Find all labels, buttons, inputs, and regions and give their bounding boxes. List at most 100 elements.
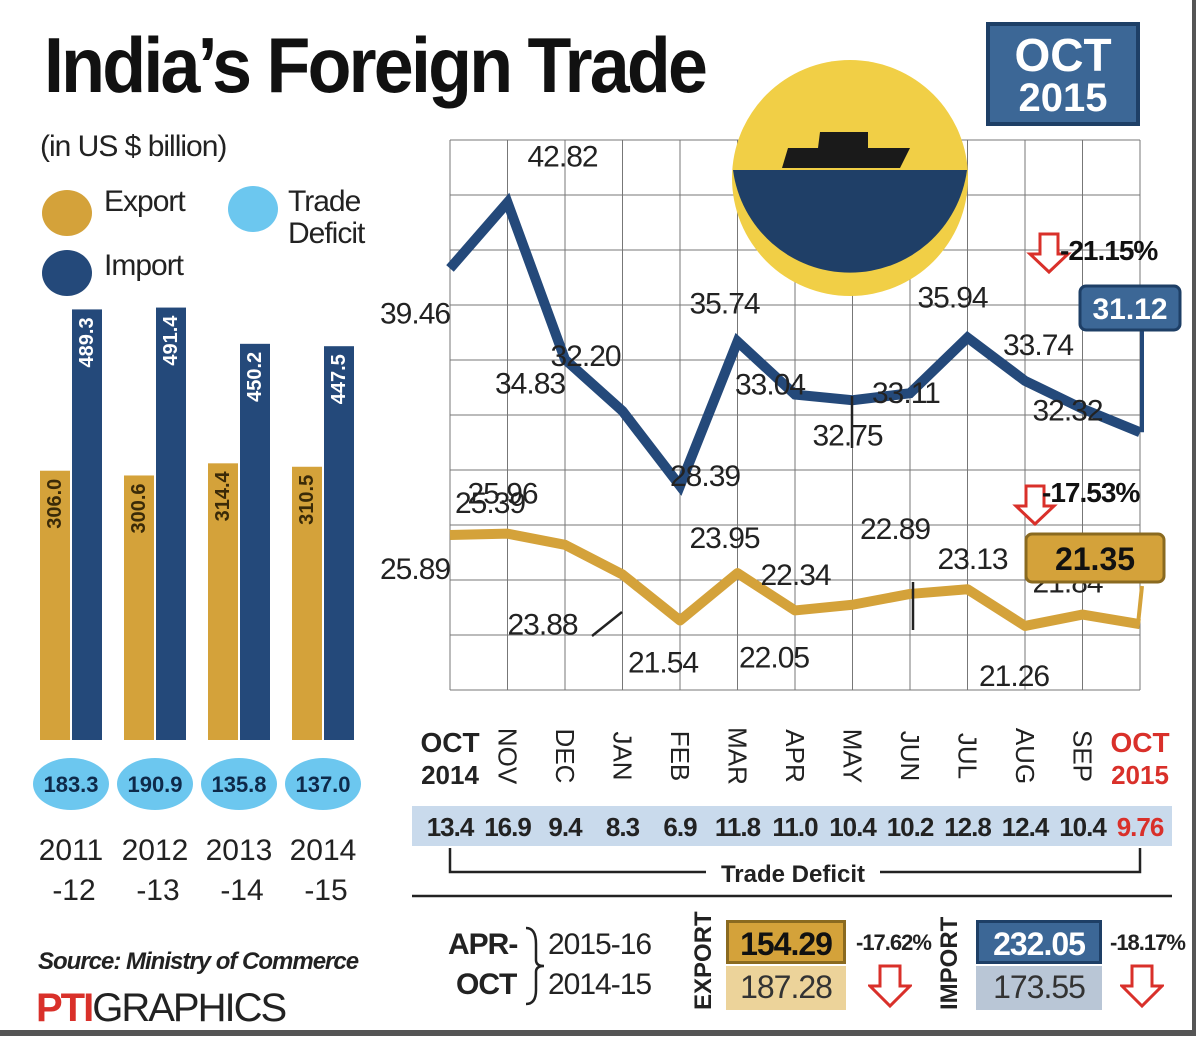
trade-deficit-monthly-value: 13.4 <box>427 812 475 842</box>
month-label: OCT <box>1110 727 1169 758</box>
import-data-label: 42.82 <box>528 140 598 173</box>
month-label: JUL <box>953 733 983 779</box>
export-leader-line <box>591 611 623 637</box>
import-bar-label: 450.2 <box>244 352 266 402</box>
period-label-year: 2011 <box>39 834 104 867</box>
import-change-down-arrow-icon <box>1026 232 1072 275</box>
trade-deficit-value: 137.0 <box>295 772 350 797</box>
period-month: OCT <box>1014 29 1112 81</box>
legend-export: Export <box>104 185 186 218</box>
ytd-label-line1: APR- <box>448 928 518 961</box>
trade-deficit-strip <box>412 806 1172 846</box>
import-bar-label: 447.5 <box>328 354 350 404</box>
month-label: JAN <box>608 731 638 780</box>
trade-deficit-monthly-value: 10.4 <box>1059 812 1107 842</box>
export-change-value: -17.53% <box>1042 477 1140 508</box>
credit-brand: PTI <box>36 986 94 1030</box>
period-label-year: 2013 <box>206 834 273 867</box>
import-data-label: 33.11 <box>872 377 940 410</box>
month-label-year: 2014 <box>421 760 479 790</box>
period-year: 2015 <box>1018 76 1108 120</box>
import-change-value: -21.15% <box>1060 235 1158 266</box>
month-label: MAY <box>838 729 868 783</box>
export-data-label: 22.34 <box>761 559 831 592</box>
trade-deficit-monthly-value: 11.0 <box>772 812 818 842</box>
ytd-import-label: IMPORT <box>936 916 963 1010</box>
export-bar-label: 314.4 <box>212 470 234 521</box>
export-change-down-arrow-icon <box>1012 484 1058 527</box>
import-bar-label: 489.3 <box>76 317 98 367</box>
legend-trade-deficit: Trade Deficit <box>288 185 365 250</box>
period-label-suffix: -13 <box>136 874 179 907</box>
source-note: Source: Ministry of Commerce <box>38 948 359 975</box>
unit-note: (in US $ billion) <box>40 130 227 163</box>
trade-deficit-monthly-value: 11.8 <box>715 812 761 842</box>
import-bar <box>72 309 102 740</box>
import-data-label: 32.32 <box>1033 395 1103 428</box>
export-data-label: 25.96 <box>468 478 538 511</box>
ytd-import-change: -18.17% <box>1110 930 1186 955</box>
credit: PTIGRAPHICS <box>36 986 287 1031</box>
chart-title: India’s Foreign Trade <box>44 21 708 109</box>
month-label: JUN <box>895 731 925 782</box>
export-latest-value: 21.35 <box>1055 541 1135 577</box>
period-badge: OCT 2015 <box>986 22 1140 126</box>
export-data-label: 23.95 <box>690 522 760 555</box>
trade-deficit-bubble <box>117 758 193 810</box>
month-label: FEB <box>665 731 695 782</box>
trade-deficit-monthly-value: 10.4 <box>829 812 877 842</box>
export-bar-label: 300.6 <box>128 483 150 533</box>
deficit-swatch <box>228 186 278 232</box>
import-bar <box>156 307 186 740</box>
export-data-label: 23.13 <box>938 543 1008 576</box>
export-bar <box>208 463 238 740</box>
credit-rest: GRAPHICS <box>92 986 287 1030</box>
trade-deficit-bubble <box>33 758 109 810</box>
month-label: APR <box>780 729 810 782</box>
ytd-export-current: 154.29 <box>726 920 846 964</box>
trade-deficit-monthly-value: 9.4 <box>548 812 583 842</box>
trade-deficit-caption: Trade Deficit <box>721 861 865 888</box>
import-bar <box>240 343 270 740</box>
import-latest-box <box>1078 284 1182 332</box>
export-bar <box>292 466 322 740</box>
ytd-year-previous: 2014-15 <box>548 968 652 1001</box>
export-data-label: 21.54 <box>628 646 698 679</box>
ytd-label-line2: OCT <box>456 968 517 1001</box>
export-bar-label: 306.0 <box>44 479 66 529</box>
import-data-label: 35.74 <box>690 288 760 321</box>
import-latest-value: 31.12 <box>1092 293 1167 326</box>
ytd-export-change: -17.62% <box>856 930 932 955</box>
month-label-year: 2015 <box>1111 760 1169 790</box>
import-data-label: 39.46 <box>380 297 450 330</box>
ship-icon <box>782 132 910 168</box>
export-series-line <box>449 528 1141 631</box>
import-data-label: 33.04 <box>735 369 805 402</box>
export-swatch <box>42 190 92 236</box>
ytd-brace <box>525 926 545 1006</box>
trade-deficit-bubble <box>285 758 361 810</box>
ytd-import-down-arrow-icon <box>1120 964 1164 1009</box>
export-bar-label: 310.5 <box>296 475 318 525</box>
period-label-year: 2012 <box>122 834 189 867</box>
trade-deficit-value: 183.3 <box>43 772 98 797</box>
export-bar <box>124 475 154 740</box>
month-label: SEP <box>1068 730 1098 782</box>
ytd-import-previous: 173.55 <box>976 966 1102 1010</box>
ytd-export-down-arrow-icon <box>868 964 912 1009</box>
trade-deficit-monthly-value: 8.3 <box>606 812 640 842</box>
trade-deficit-value: 190.9 <box>127 772 182 797</box>
month-label: MAR <box>723 727 753 785</box>
import-data-label: 32.20 <box>551 340 621 373</box>
period-label-suffix: -15 <box>304 874 347 907</box>
import-data-label: 33.74 <box>1003 329 1073 362</box>
annual-bar-chart: 306.0 489.3 183.3 2011 -12 300.6 491.4 190.9 201… <box>33 307 361 907</box>
trade-deficit-monthly-value: 6.9 <box>663 812 697 842</box>
export-data-label: 25.39 <box>455 487 525 520</box>
month-label: DEC <box>550 729 580 784</box>
import-data-label: 34.83 <box>495 367 565 400</box>
export-data-label: 21.26 <box>979 660 1049 693</box>
trade-deficit-value: 135.8 <box>211 772 266 797</box>
export-callout-pointer <box>1136 585 1144 625</box>
